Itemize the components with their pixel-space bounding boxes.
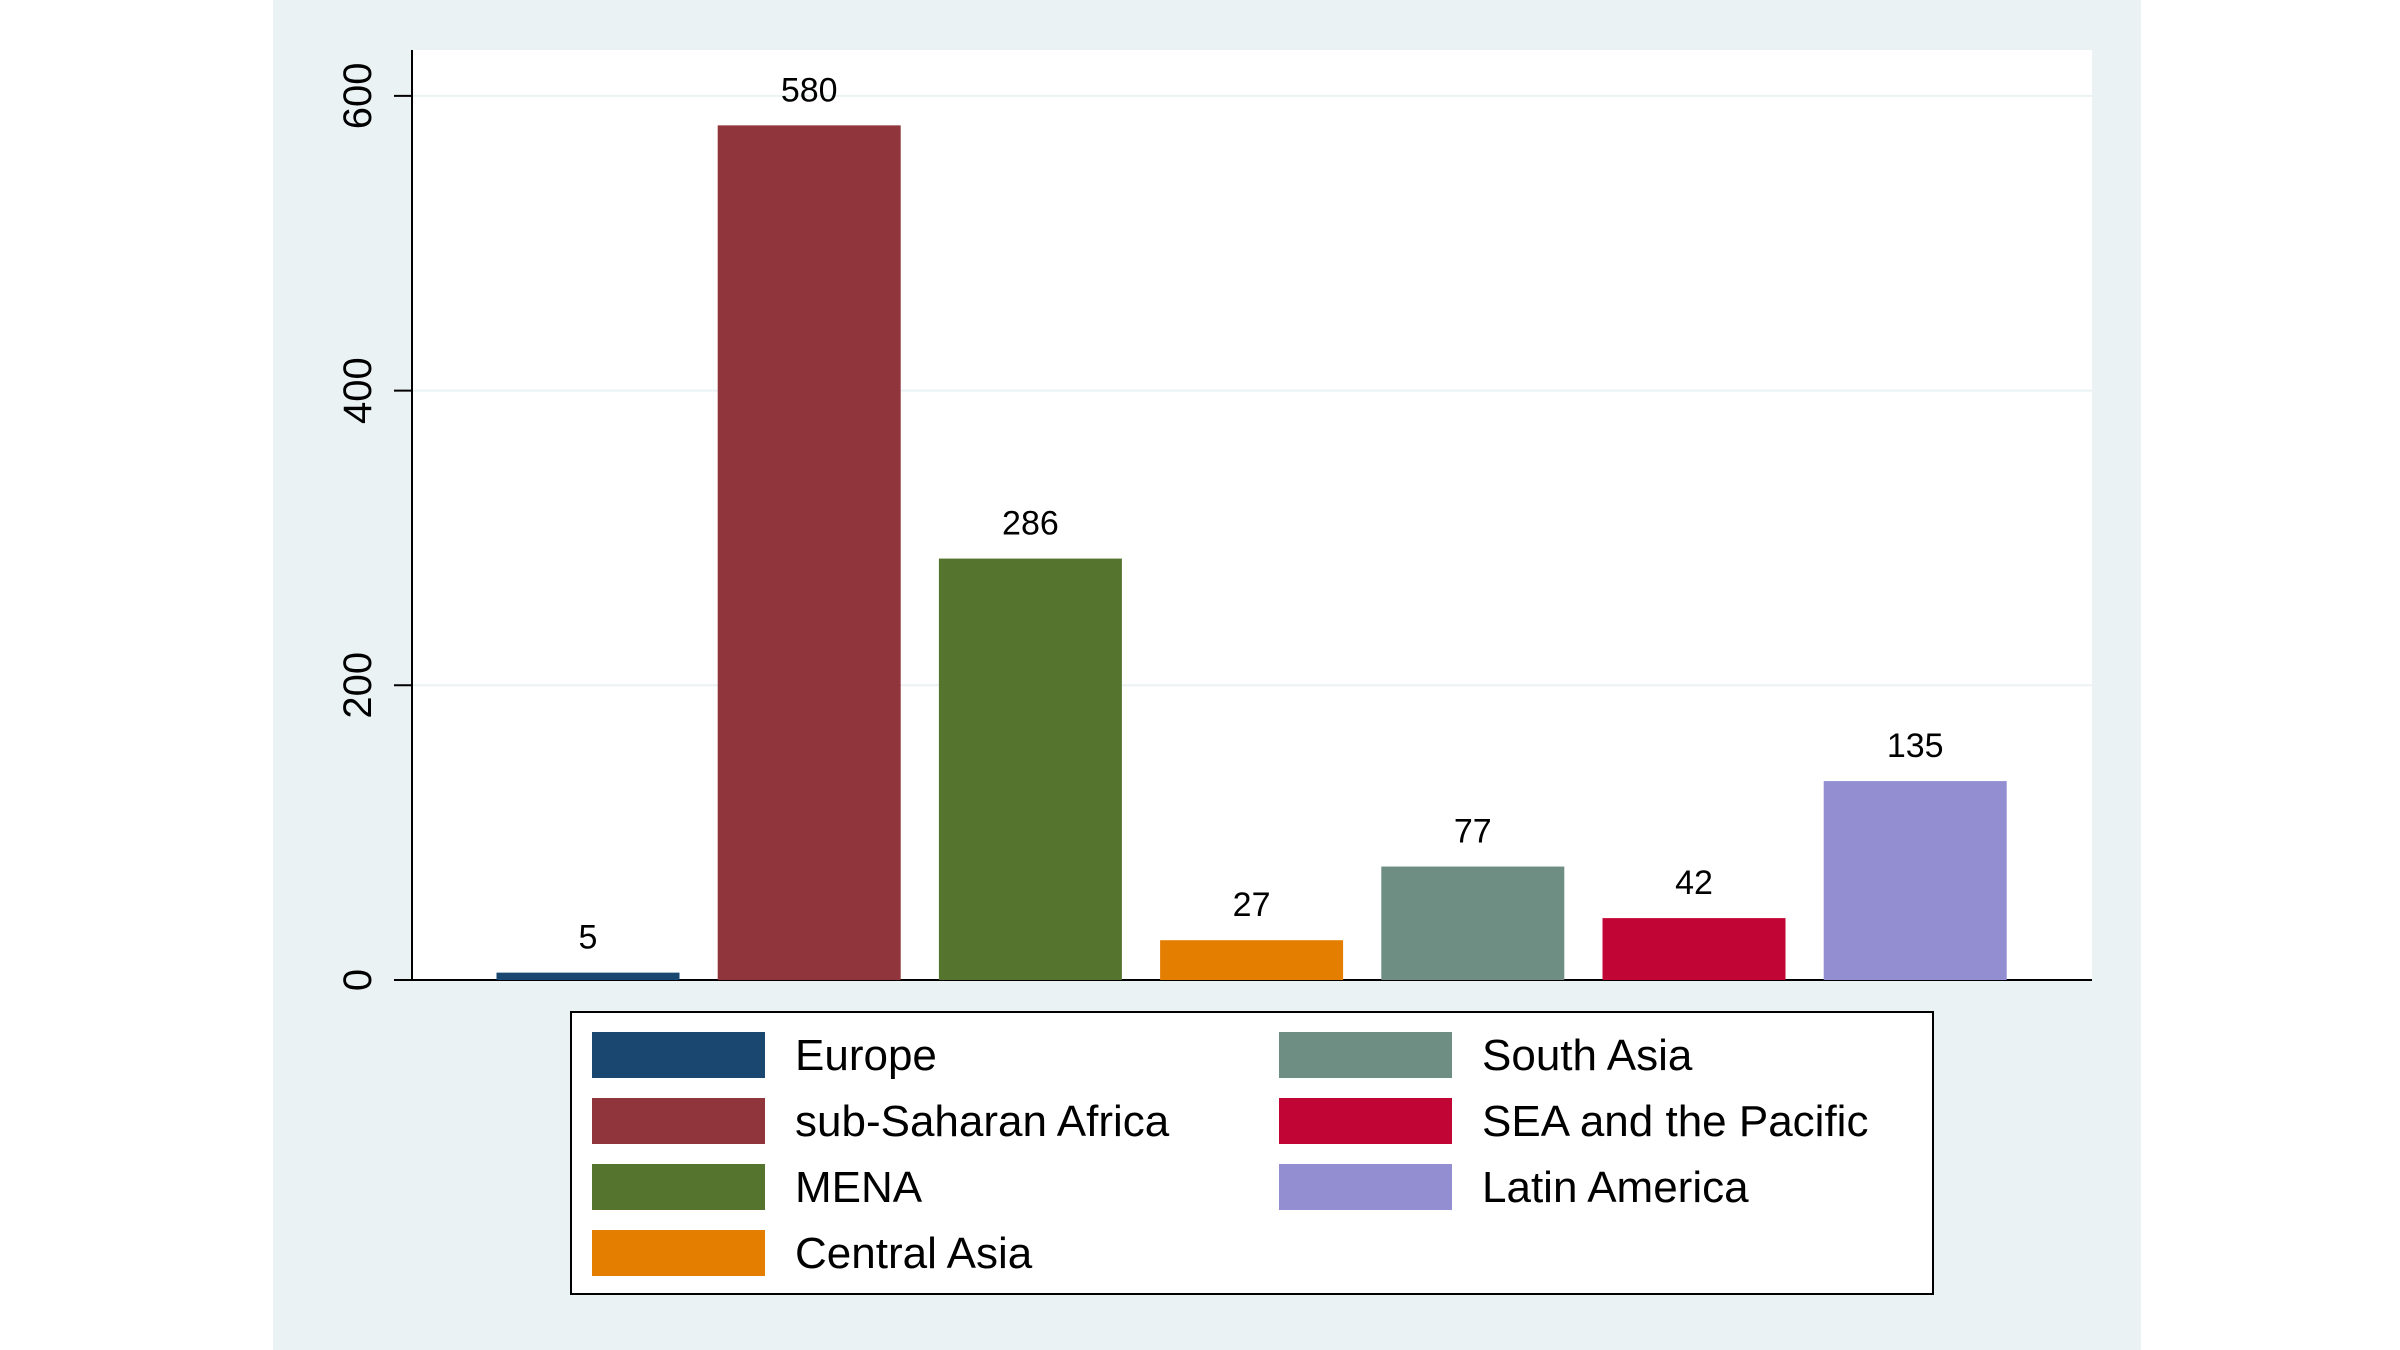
bar-south-asia	[1381, 866, 1565, 980]
legend-swatch-europe	[592, 1032, 765, 1078]
legend-swatch-sea-and-the-pacific	[1279, 1098, 1452, 1144]
legend-swatch-sub-saharan-africa	[592, 1098, 765, 1144]
bar-mena	[938, 558, 1122, 980]
gridlines	[412, 94, 2092, 687]
legend-label-sub-saharan-africa: sub-Saharan Africa	[795, 1097, 1170, 1146]
bar-europe	[496, 972, 680, 980]
legend: Europe sub-Saharan Africa MENA Central Asia…	[570, 1011, 1934, 1295]
legend-swatch-mena	[592, 1164, 765, 1210]
legend-label-mena: MENA	[795, 1163, 923, 1212]
data-label-sea-and-the-pacific: 42	[1675, 864, 1713, 902]
legend-swatch-latin-america	[1279, 1164, 1452, 1210]
data-label-south-asia: 77	[1454, 813, 1492, 851]
legend-box	[570, 1011, 1934, 1295]
legend-label-south-asia: South Asia	[1482, 1031, 1693, 1080]
y-tick-label-200: 200	[336, 652, 380, 719]
data-label-mena: 286	[1002, 505, 1059, 543]
legend-label-central-asia: Central Asia	[795, 1229, 1033, 1278]
legend-label-latin-america: Latin America	[1482, 1163, 1749, 1212]
data-labels: 5 580 286 27 77 42 135	[579, 71, 1944, 956]
bar-central-asia	[1160, 940, 1344, 980]
y-tick-label-600: 600	[336, 63, 380, 130]
bar-latin-america	[1823, 781, 2007, 980]
data-label-central-asia: 27	[1233, 886, 1271, 924]
bars	[496, 125, 2007, 981]
data-label-sub-saharan-africa: 580	[781, 71, 838, 109]
legend-swatch-central-asia	[592, 1230, 765, 1276]
bar-sea-and-the-pacific	[1602, 918, 1786, 980]
data-label-latin-america: 135	[1887, 727, 1944, 765]
plot-area	[412, 50, 2092, 980]
bar-sub-saharan-africa	[717, 125, 901, 981]
y-tick-label-400: 400	[336, 357, 380, 424]
legend-label-europe: Europe	[795, 1031, 937, 1080]
legend-swatch-south-asia	[1279, 1032, 1452, 1078]
legend-label-sea-and-the-pacific: SEA and the Pacific	[1482, 1097, 1868, 1146]
y-tick-label-0: 0	[336, 969, 380, 991]
data-label-europe: 5	[579, 919, 598, 957]
